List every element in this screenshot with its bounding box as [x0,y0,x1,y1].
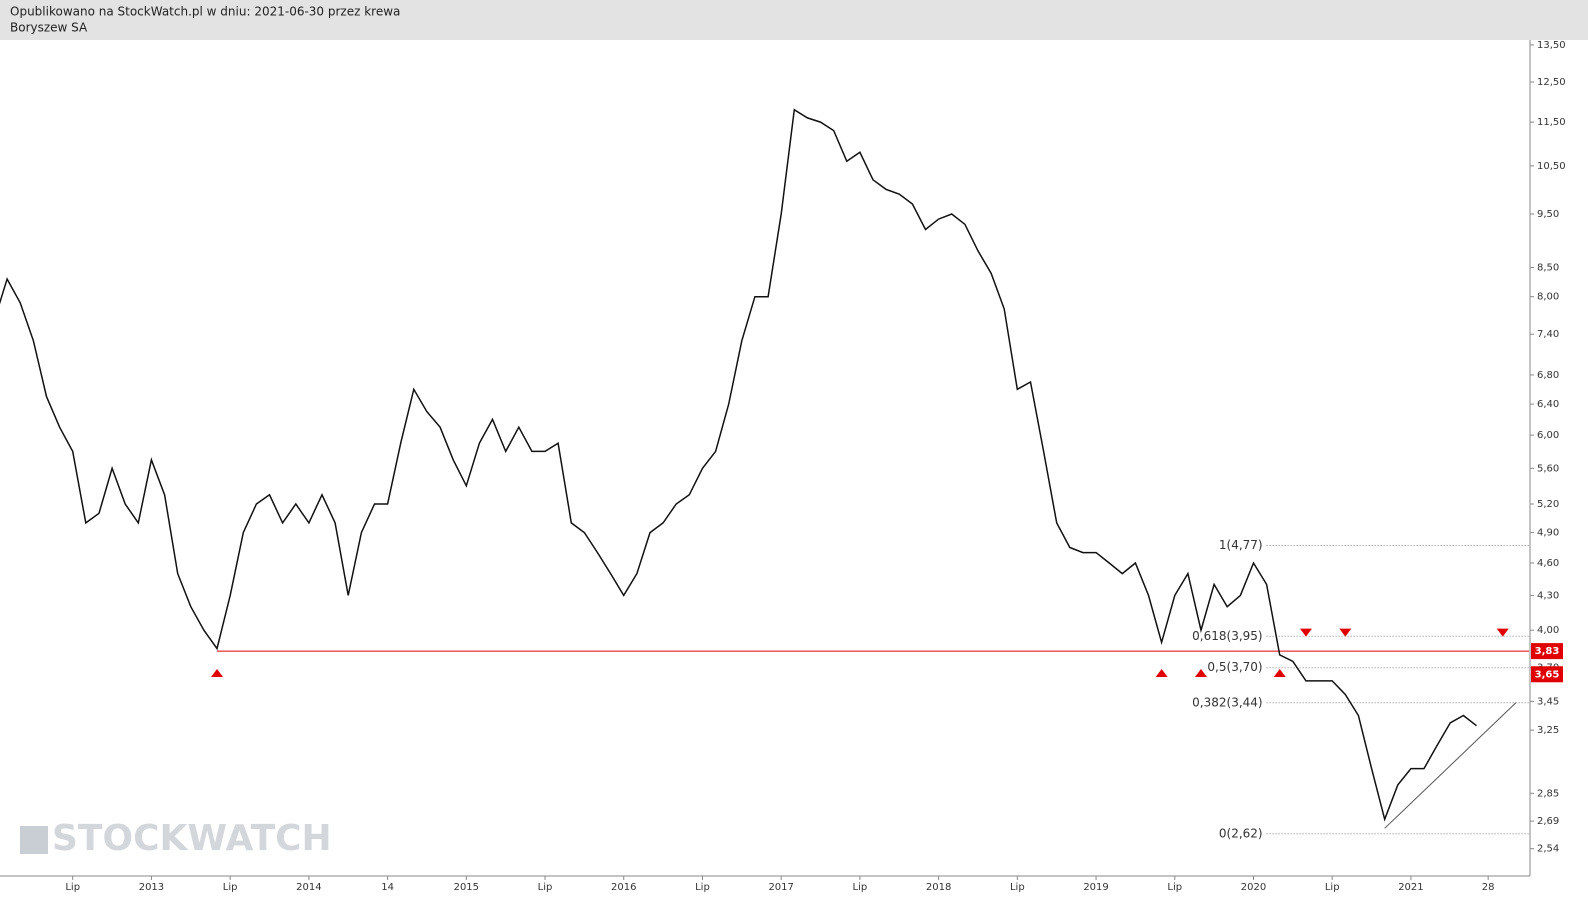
y-tick-label: 12,50 [1537,77,1566,88]
x-tick-label: 2021 [1398,882,1423,893]
x-tick-label: 28 [1482,882,1495,893]
y-tick-label: 3,45 [1537,696,1559,707]
up-marker [1273,668,1286,677]
y-tick-label: 4,60 [1537,558,1559,569]
header-bar [0,0,1588,40]
y-tick-label: 7,40 [1537,329,1559,340]
y-tick-label: 11,50 [1537,117,1566,128]
up-marker [1195,668,1208,677]
support-badge-label: 3,83 [1535,646,1560,657]
x-tick-label: Lip [1010,882,1025,893]
x-tick-label: 2013 [139,882,164,893]
y-tick-label: 8,00 [1537,292,1559,303]
fib-label: 0,618(3,95) [1192,629,1262,643]
x-tick-label: Lip [223,882,238,893]
x-tick-label: 2019 [1083,882,1108,893]
header-title: Opublikowano na StockWatch.pl w dniu: 20… [10,5,400,19]
y-tick-label: 4,00 [1537,625,1559,636]
y-tick-label: 2,85 [1537,788,1559,799]
x-tick-label: Lip [1167,882,1182,893]
x-tick-label: Lip [538,882,553,893]
fib-label: 0,382(3,44) [1192,695,1262,709]
y-tick-label: 6,40 [1537,399,1559,410]
x-tick-label: 2018 [926,882,951,893]
watermark: STOCKWATCH [52,818,332,859]
y-tick-label: 4,30 [1537,590,1559,601]
header-subtitle: Boryszew SA [10,21,88,35]
y-tick-label: 6,00 [1537,430,1559,441]
y-tick-label: 2,54 [1537,844,1559,855]
fib-label: 1(4,77) [1219,538,1263,552]
y-tick-label: 6,80 [1537,370,1559,381]
y-tick-label: 3,25 [1537,725,1559,736]
y-tick-label: 13,50 [1537,40,1566,51]
x-tick-label: 2014 [296,882,321,893]
up-marker [1155,668,1168,677]
y-tick-label: 9,50 [1537,209,1559,220]
x-tick-label: 14 [381,882,394,893]
fib-label: 0,5(3,70) [1207,660,1262,674]
trend-line [1384,702,1517,829]
down-marker [1496,628,1509,637]
price-line [0,108,1477,822]
x-tick-label: 2015 [454,882,479,893]
x-tick-label: 2020 [1241,882,1266,893]
x-tick-label: Lip [853,882,868,893]
x-tick-label: Lip [1325,882,1340,893]
fib-label: 0(2,62) [1219,826,1263,840]
x-tick-label: Lip [65,882,80,893]
price-badge-label: 3,65 [1535,669,1560,680]
y-tick-label: 4,90 [1537,528,1559,539]
y-tick-label: 5,60 [1537,463,1559,474]
y-tick-label: 8,50 [1537,263,1559,274]
y-tick-label: 10,50 [1537,161,1566,172]
x-tick-label: Lip [695,882,710,893]
price-badge [1531,666,1563,683]
watermark-icon [20,826,48,854]
up-marker [211,668,224,677]
x-tick-label: 2016 [611,882,636,893]
down-marker [1339,628,1352,637]
support-badge [1531,643,1563,660]
down-marker [1299,628,1312,637]
y-tick-label: 2,69 [1537,816,1559,827]
x-tick-label: 2017 [768,882,793,893]
y-tick-label: 5,20 [1537,499,1559,510]
